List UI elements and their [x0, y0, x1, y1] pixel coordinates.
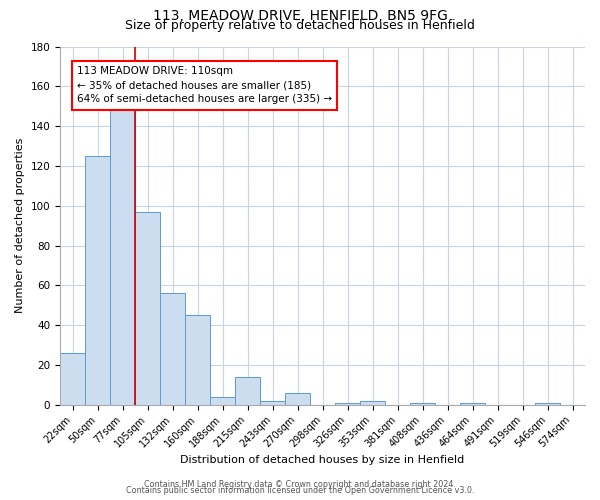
Bar [235, 377, 260, 405]
Bar [60, 353, 85, 405]
Bar [210, 397, 235, 405]
Y-axis label: Number of detached properties: Number of detached properties [15, 138, 25, 314]
Bar [410, 403, 435, 405]
Bar [160, 294, 185, 405]
Text: 113, MEADOW DRIVE, HENFIELD, BN5 9FG: 113, MEADOW DRIVE, HENFIELD, BN5 9FG [152, 9, 448, 23]
Bar [360, 401, 385, 405]
Bar [85, 156, 110, 405]
Text: Contains public sector information licensed under the Open Government Licence v3: Contains public sector information licen… [126, 486, 474, 495]
Bar [335, 403, 360, 405]
Text: 113 MEADOW DRIVE: 110sqm
← 35% of detached houses are smaller (185)
64% of semi-: 113 MEADOW DRIVE: 110sqm ← 35% of detach… [77, 66, 332, 104]
Text: Size of property relative to detached houses in Henfield: Size of property relative to detached ho… [125, 19, 475, 32]
Bar [535, 403, 560, 405]
X-axis label: Distribution of detached houses by size in Henfield: Distribution of detached houses by size … [181, 455, 464, 465]
Text: Contains HM Land Registry data © Crown copyright and database right 2024.: Contains HM Land Registry data © Crown c… [144, 480, 456, 489]
Bar [285, 393, 310, 405]
Bar [110, 110, 135, 405]
Bar [460, 403, 485, 405]
Bar [260, 401, 285, 405]
Bar [185, 315, 210, 405]
Bar [135, 212, 160, 405]
